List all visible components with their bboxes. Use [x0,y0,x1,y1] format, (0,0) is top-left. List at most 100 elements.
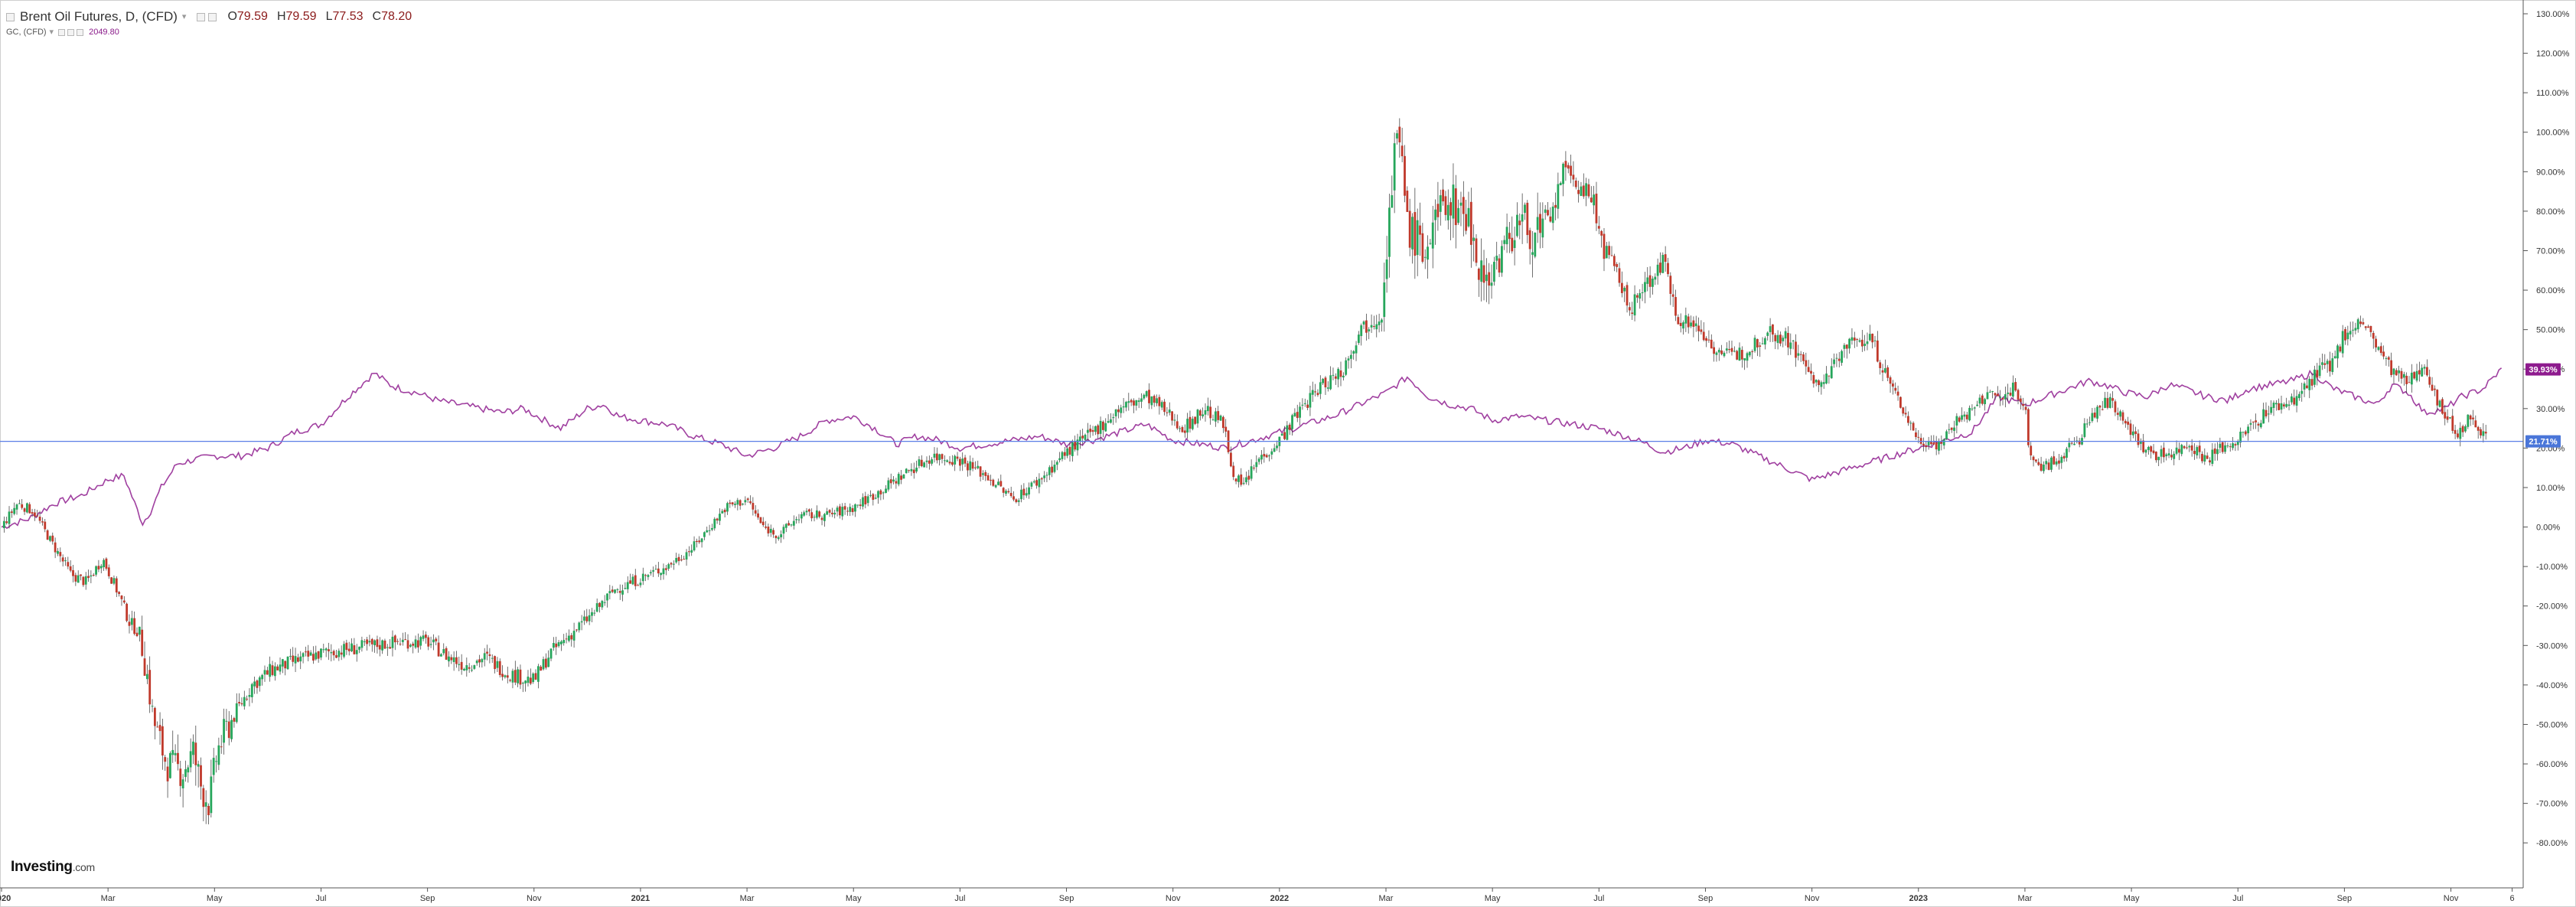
candle-body [1539,214,1541,233]
candle-body [662,568,665,575]
candle-body [258,677,261,687]
candle [979,465,982,481]
candle [1009,486,1012,498]
compare-symbol[interactable]: GC, (CFD) [6,28,47,37]
chevron-down-icon[interactable]: ▾ [49,28,54,37]
candle [1551,202,1554,230]
candle [598,602,601,613]
candle-body [1988,391,1991,393]
candle-body [693,541,696,551]
candle-body [606,593,608,601]
candle [889,473,892,489]
candle-body [1628,307,1631,311]
candle-body [330,652,333,654]
candle-body [99,566,103,569]
candle [478,654,481,668]
candle-body [82,576,85,586]
close-icon[interactable] [77,28,84,36]
candle-body [2433,388,2436,390]
candle [2167,449,2170,458]
candle [1904,406,1907,418]
candle [744,496,747,506]
candle [2333,350,2336,359]
candle-body [792,520,795,526]
candle [297,654,299,663]
time-axis[interactable]: 2020MarMayJulSepNov2021MarMayJulSepNov20… [0,887,2523,903]
candle-body [2035,459,2037,462]
candle-body [351,643,353,651]
y-tick-label: 80.00% [2536,207,2565,217]
candle [1490,264,1493,299]
candle-body [1352,351,1355,354]
candle-body [608,591,611,594]
candle [1122,398,1125,413]
candle [1488,263,1491,305]
candle [815,505,818,520]
candle [1449,197,1453,240]
candle [69,560,72,573]
candle-body [2024,406,2027,410]
candle [2484,424,2487,440]
chevron-down-icon[interactable]: ▾ [181,12,187,21]
candle-body [1362,321,1365,325]
candle-body [765,526,767,528]
candle-body [1291,415,1293,429]
instrument-title[interactable]: Brent Oil Futures, D, (CFD) [20,9,178,24]
candle [1582,173,1585,199]
candle [317,651,320,663]
candle-body [1705,338,1707,341]
candle-body [2395,370,2398,376]
candle [1713,341,1716,362]
candle [1166,406,1169,417]
candle [475,659,478,666]
candle-body [1756,339,1759,347]
candle [990,475,992,486]
candle-body [1020,489,1022,500]
candle [2441,396,2444,415]
candle [2081,434,2083,445]
candle-body [629,580,631,584]
settings-icon[interactable] [67,28,75,36]
candle [118,591,121,597]
candle [805,507,808,516]
collapse-toggle-icon[interactable] [6,12,15,21]
candle-body [179,768,182,786]
settings-icon[interactable] [197,12,206,21]
candle-body [1217,411,1220,420]
candle-body [419,637,422,646]
candle-body [562,640,566,644]
eye-icon[interactable] [58,28,66,36]
candle-body [1915,432,1917,437]
candle-body [1434,209,1436,220]
candle [1408,198,1411,256]
candle-body [1769,326,1772,332]
candle [2259,419,2262,429]
candle [1411,213,1414,264]
candle-body [994,484,997,488]
candle-body [774,535,778,539]
candle-body [496,661,499,668]
candle [2265,402,2268,419]
candle-body [171,749,174,755]
candle-body [1787,333,1789,347]
candle-body [1562,163,1564,184]
candle-body [923,462,926,468]
y-tick-label: 50.00% [2536,326,2565,335]
candle-body [1009,492,1012,497]
candle [2066,446,2068,462]
candle [2085,419,2089,428]
candle [105,557,108,571]
candle-body [1232,465,1235,478]
candle-body [1932,442,1935,445]
candle-body [1797,353,1800,356]
candle-body [2004,394,2007,400]
candle [954,454,957,471]
candle-body [2178,449,2180,453]
close-icon[interactable] [208,12,217,21]
candle-body [347,648,351,651]
candle-body [452,657,455,662]
candle-body [1498,258,1501,273]
candle [243,690,246,710]
candle [1204,403,1207,422]
